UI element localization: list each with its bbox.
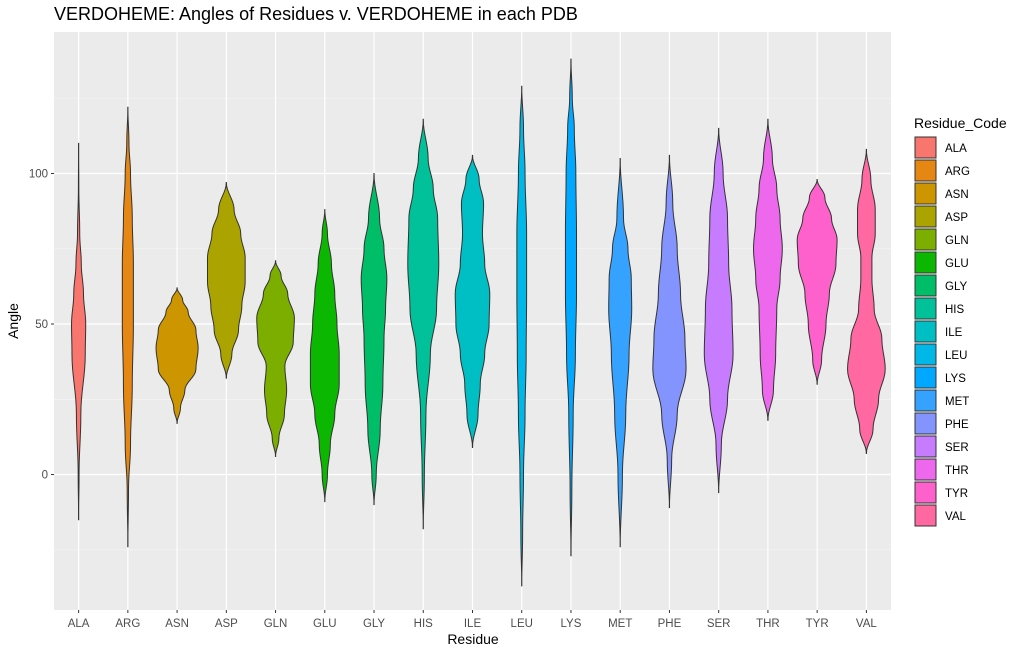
legend-key-met (914, 389, 937, 412)
violin-gly (360, 172, 388, 506)
x-tick-label: PHE (658, 618, 682, 630)
x-tick-label: GLN (264, 618, 288, 630)
violin-ile (454, 154, 491, 448)
violin-leu (516, 85, 528, 587)
x-tick-label: ALA (68, 618, 90, 630)
y-axis-ticks: 0 50 100 (29, 168, 54, 482)
violin-met (608, 157, 633, 548)
x-tick-label: LEU (511, 618, 533, 630)
x-tick-label: ILE (464, 618, 482, 630)
legend-label-ala: ALA (945, 143, 967, 155)
legend-key-ile (914, 320, 937, 343)
violin-arg (121, 106, 134, 548)
legend-label-arg: ARG (945, 166, 970, 178)
violin-val (847, 148, 886, 454)
violin-lys (564, 58, 578, 557)
violin-thr (753, 118, 783, 421)
x-tick-label: THR (756, 618, 780, 630)
legend-key-ser (914, 435, 937, 458)
violin-glu (309, 209, 340, 503)
legend-label-gln: GLN (945, 235, 969, 247)
legend-key-arg (914, 159, 937, 182)
violins (71, 58, 886, 587)
violin-gln (256, 260, 295, 457)
legend-label-phe: PHE (945, 419, 969, 431)
legend-key-asn (914, 182, 937, 205)
legend-label-asp: ASP (945, 212, 968, 224)
legend-key-thr (914, 458, 937, 481)
violin-ser (703, 127, 734, 494)
legend-label-lys: LYS (945, 373, 966, 385)
legend-label-val: VAL (945, 511, 966, 523)
legend-key-val (914, 504, 937, 527)
violin-tyr (796, 179, 838, 385)
chart-title: VERDOHEME: Angles of Residues v. VERDOHE… (54, 4, 578, 24)
legend-label-thr: THR (945, 465, 969, 477)
x-tick-label: ARG (115, 618, 140, 630)
x-axis-ticks: ALA ARG ASN ASP GLN GLU GLY HIS ILE LEU LYS MET PHE S… (68, 610, 877, 630)
y-tick-label: 0 (42, 470, 48, 482)
legend-title: Residue_Code (914, 115, 1007, 131)
legend-key-gly (914, 274, 937, 297)
legend-label-glu: GLU (945, 258, 969, 270)
violin-asn (155, 287, 199, 424)
x-tick-label: ASN (165, 618, 189, 630)
legend-label-leu: LEU (945, 350, 967, 362)
legend-key-ala (914, 136, 937, 159)
x-tick-label: ASP (215, 618, 238, 630)
legend-label-ile: ILE (945, 327, 963, 339)
violin-phe (652, 154, 687, 509)
x-tick-label: MET (608, 618, 632, 630)
legend-key-phe (914, 412, 937, 435)
x-tick-label: HIS (414, 618, 434, 630)
legend-key-glu (914, 251, 937, 274)
legend: Residue_Code ALA ARG ASN ASP GLN GLU GLY HIS ILE… (914, 115, 1007, 527)
legend-key-leu (914, 343, 937, 366)
legend-label-met: MET (945, 396, 969, 408)
x-axis-title: Residue (447, 631, 499, 647)
x-tick-label: VAL (856, 618, 877, 630)
legend-key-asp (914, 205, 937, 228)
legend-label-his: HIS (945, 304, 965, 316)
legend-label-gly: GLY (945, 281, 967, 293)
x-tick-label: LYS (561, 618, 582, 630)
legend-key-tyr (914, 481, 937, 504)
violin-his (407, 118, 440, 530)
legend-label-asn: ASN (945, 189, 969, 201)
legend-key-his (914, 297, 937, 320)
x-tick-label: GLY (363, 618, 385, 630)
violin-ala (71, 142, 87, 521)
y-axis-title: Angle (5, 303, 21, 339)
y-tick-label: 100 (29, 168, 48, 180)
violin-asp (206, 182, 246, 379)
y-tick-label: 50 (35, 319, 48, 331)
x-tick-label: SER (707, 618, 731, 630)
legend-key-lys (914, 366, 937, 389)
legend-label-tyr: TYR (945, 488, 968, 500)
x-tick-label: TYR (806, 618, 829, 630)
legend-key-gln (914, 228, 937, 251)
legend-label-ser: SER (945, 442, 969, 454)
x-tick-label: GLU (313, 618, 337, 630)
